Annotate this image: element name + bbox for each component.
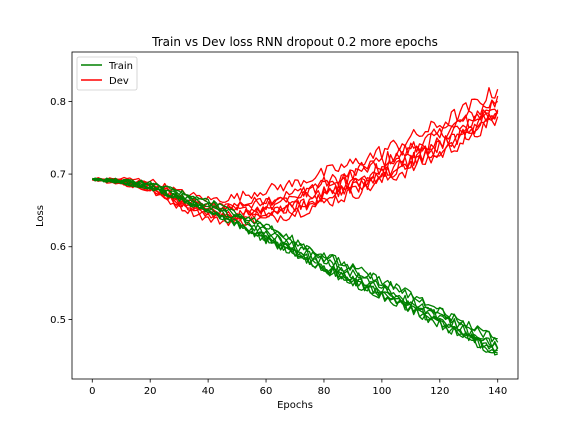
x-tick-label: 40	[202, 386, 215, 397]
y-axis-label: Loss	[35, 205, 46, 227]
x-tick-label: 0	[89, 386, 95, 397]
plot-frame	[71, 51, 519, 380]
dev-run-line	[92, 116, 499, 227]
legend-dev-label: Dev	[109, 76, 129, 87]
x-tick-label: 80	[318, 386, 331, 397]
x-tick-label: 60	[260, 386, 273, 397]
train-run-line	[92, 177, 498, 352]
x-tick-label: 100	[372, 386, 391, 397]
y-tick-label: 0.5	[50, 315, 66, 326]
train-series-lines	[91, 177, 499, 356]
y-axis-ticks: 0.5 0.6 0.7 0.8	[50, 97, 72, 326]
legend: Train Dev	[76, 56, 138, 91]
legend-train-label: Train	[108, 61, 133, 72]
train-run-line	[91, 178, 499, 350]
dev-run-line	[92, 109, 499, 221]
dev-run-line	[92, 108, 499, 216]
chart-title: Train vs Dev loss RNN dropout 0.2 more e…	[151, 35, 438, 49]
plot-area	[71, 51, 519, 380]
x-axis-ticks: 0 20 40 60 80 100 120 140	[89, 379, 507, 397]
y-tick-label: 0.8	[50, 97, 66, 108]
x-tick-label: 140	[488, 386, 507, 397]
y-tick-label: 0.6	[50, 242, 66, 253]
y-tick-label: 0.7	[50, 170, 66, 181]
x-axis-label: Epochs	[277, 400, 313, 411]
x-tick-label: 20	[144, 386, 157, 397]
x-tick-label: 120	[430, 386, 449, 397]
